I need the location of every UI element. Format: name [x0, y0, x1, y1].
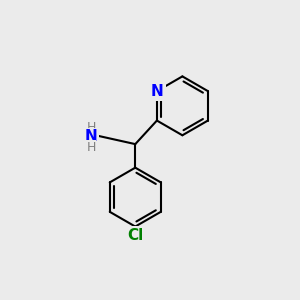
- Text: H: H: [86, 121, 96, 134]
- Text: N: N: [151, 84, 163, 99]
- Text: Cl: Cl: [127, 228, 143, 243]
- Text: N: N: [85, 129, 98, 144]
- Text: H: H: [86, 141, 96, 154]
